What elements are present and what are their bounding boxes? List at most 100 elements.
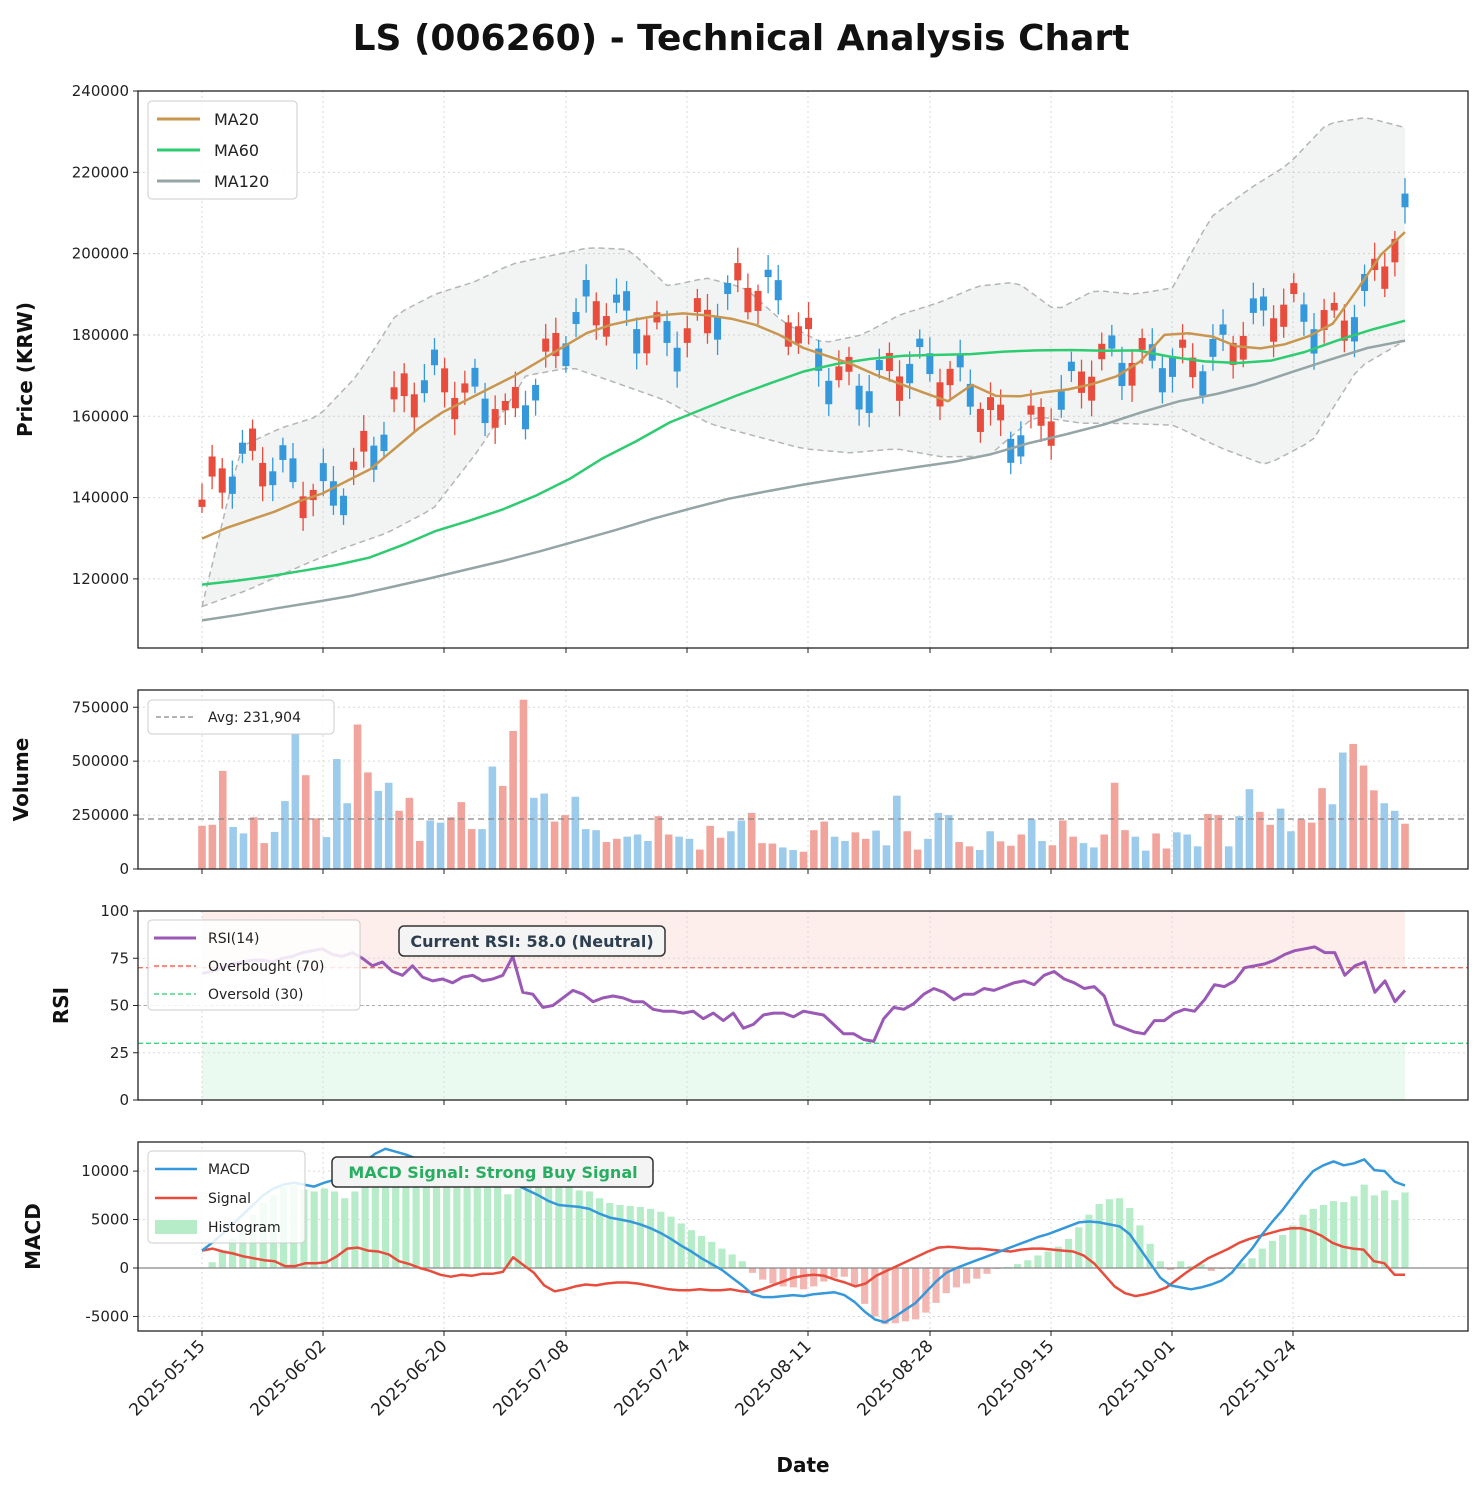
candle — [451, 381, 459, 436]
volume-bar — [872, 830, 880, 869]
histogram-bar — [1370, 1195, 1379, 1268]
candle — [1027, 389, 1035, 429]
candle-body — [1391, 238, 1399, 263]
y-tick-label: 100 — [100, 902, 129, 920]
candle-body — [663, 321, 671, 343]
candle — [572, 298, 580, 338]
candle-body — [380, 434, 388, 452]
y-tick-label: 240000 — [72, 82, 129, 100]
volume-bar — [218, 770, 227, 869]
candle — [461, 370, 469, 405]
candle-body — [623, 291, 631, 311]
y-tick-label: 25 — [110, 1044, 129, 1062]
candle-body — [653, 312, 661, 323]
candle — [1158, 354, 1166, 404]
candle-body — [916, 338, 924, 348]
volume-bar — [1173, 832, 1181, 869]
candle-body — [198, 499, 206, 507]
candle-body — [289, 458, 297, 483]
volume-bar — [488, 766, 497, 869]
histogram-bar — [799, 1268, 808, 1290]
candle-body — [926, 353, 934, 375]
histogram-bar — [381, 1162, 390, 1268]
candle — [431, 338, 439, 376]
candle-body — [683, 328, 691, 343]
candle — [805, 302, 813, 345]
histogram-bar — [912, 1268, 920, 1320]
bollinger-upper-line — [201, 116, 1406, 607]
candle — [673, 331, 681, 388]
volume-bar — [198, 825, 206, 869]
volume-bar — [405, 797, 414, 869]
volume-bar — [623, 836, 631, 869]
candle-body — [835, 366, 843, 381]
macd-legend-label: Signal — [208, 1191, 251, 1207]
rsi-panel-border — [137, 910, 1469, 1101]
candle-body — [249, 428, 257, 451]
candle — [1361, 264, 1369, 307]
volume-bar — [1152, 833, 1160, 869]
candle — [441, 357, 449, 408]
histogram-bar — [585, 1191, 594, 1268]
histogram-bar — [1115, 1198, 1124, 1268]
volume-bar — [1048, 845, 1057, 869]
candle — [309, 483, 317, 517]
histogram-bar — [1146, 1243, 1154, 1268]
volume-bar — [861, 838, 870, 869]
candle-body — [360, 430, 368, 452]
candle — [1280, 288, 1288, 338]
x-tick-label: 2025-10-24 — [1217, 1336, 1301, 1420]
volume-bar — [467, 829, 476, 869]
volume-bar — [1276, 808, 1285, 869]
candle — [734, 247, 742, 293]
candle — [885, 342, 893, 382]
candle — [855, 373, 863, 426]
y-tick-label: 0 — [119, 860, 129, 878]
candle-body — [592, 301, 600, 326]
histogram-bar — [402, 1158, 410, 1268]
volume-bar — [1307, 822, 1316, 869]
candle-body — [855, 385, 863, 410]
volume-bar — [343, 803, 351, 869]
volume-bar — [644, 840, 652, 869]
candle-body — [794, 326, 802, 344]
price-panel-background — [138, 91, 1468, 648]
candle — [794, 312, 802, 354]
macd-line — [201, 1147, 1406, 1324]
histogram-bar — [545, 1177, 553, 1268]
histogram-bar — [1299, 1214, 1307, 1268]
candle — [521, 390, 529, 440]
candle-body — [956, 355, 964, 368]
volume-bar — [478, 829, 486, 869]
legend-label-average: Avg: 231,904 — [208, 710, 301, 726]
rsi-legend-label: RSI(14) — [208, 931, 259, 947]
volume-bar — [395, 810, 403, 869]
candle — [1391, 230, 1399, 277]
volume-bar — [1038, 840, 1046, 869]
candle-body — [1340, 320, 1348, 341]
volume-bar — [955, 842, 963, 869]
candle-body — [1168, 356, 1176, 377]
volume-bar — [239, 833, 248, 869]
volume-bar — [1245, 789, 1254, 869]
volume-bar — [1256, 811, 1264, 869]
histogram-bar — [524, 1185, 532, 1268]
histogram-bar — [239, 1226, 247, 1268]
candle — [936, 368, 944, 421]
price-panel-border — [137, 90, 1469, 649]
candle — [1381, 253, 1389, 298]
volume-bar — [1162, 848, 1171, 869]
volume-bar — [1390, 810, 1399, 869]
candle — [380, 421, 388, 458]
volume-bar — [540, 793, 549, 869]
volume-bar — [260, 843, 269, 869]
macd-legend: MACD Signal Histogram — [147, 1150, 306, 1244]
candle — [1168, 348, 1176, 393]
candle-body — [946, 368, 954, 386]
histogram-bar — [1207, 1268, 1215, 1271]
candle-body — [612, 294, 620, 303]
histogram-bar — [983, 1268, 991, 1274]
volume-bar — [550, 821, 559, 869]
volume-bar — [457, 802, 466, 869]
rsi-axis-title: RSI — [49, 987, 73, 1024]
